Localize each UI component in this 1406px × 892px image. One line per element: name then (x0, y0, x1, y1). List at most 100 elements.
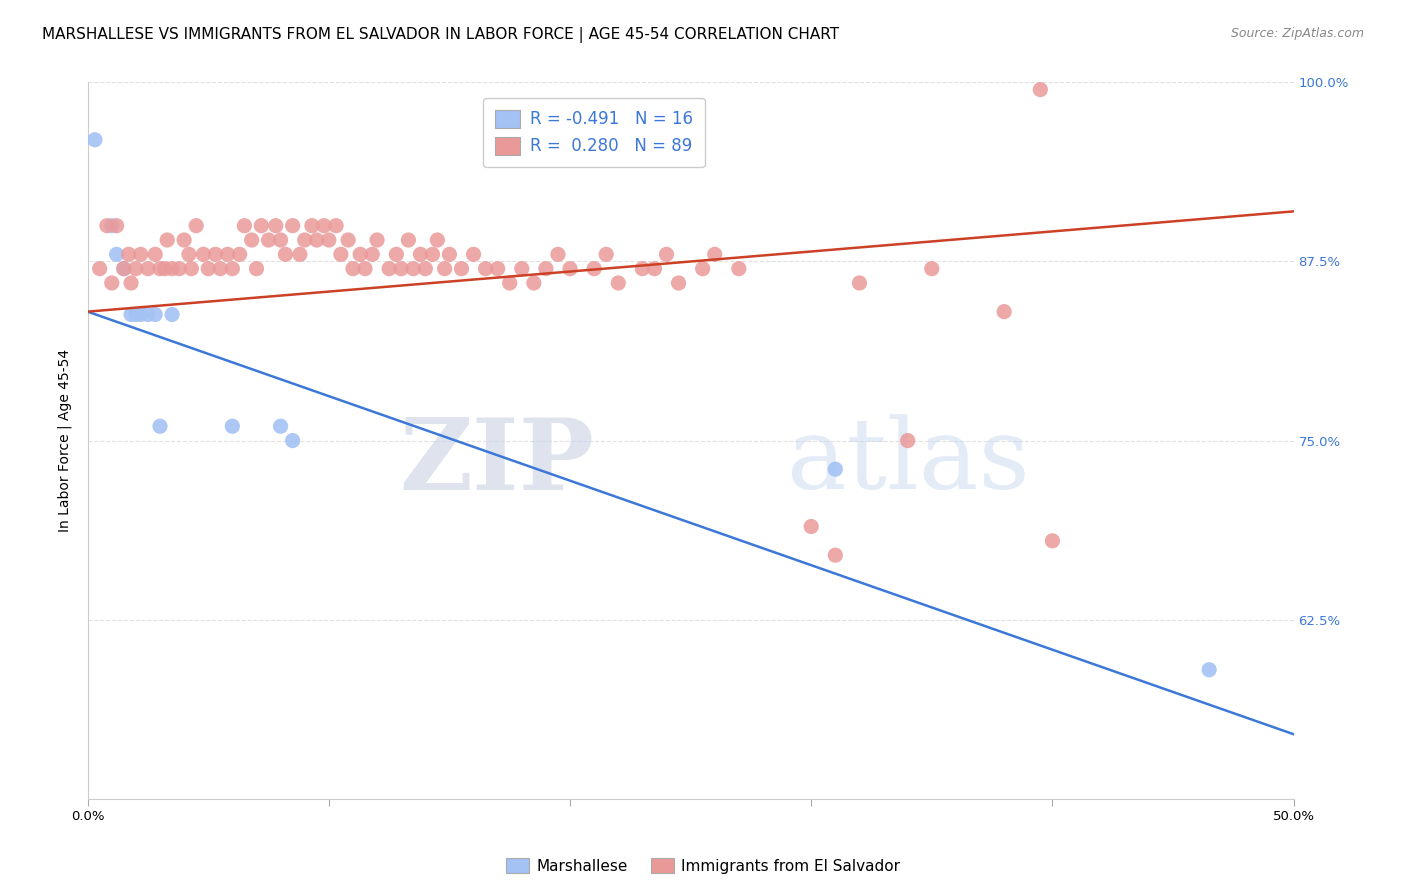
Point (245, 261, 267, 276)
Point (426, 233, 449, 247)
Point (129, 247, 152, 261)
Point (156, 233, 179, 247)
Point (474, 261, 496, 276)
Point (349, 247, 371, 261)
Point (547, 247, 569, 261)
Point (143, 308, 166, 322)
Point (96, 219, 118, 233)
Point (301, 219, 323, 233)
Point (89, 261, 111, 276)
Point (197, 261, 219, 276)
Point (240, 233, 263, 247)
Text: atlas: atlas (787, 414, 1029, 510)
Point (153, 261, 176, 276)
Point (149, 261, 172, 276)
Point (264, 219, 287, 233)
Point (233, 219, 256, 233)
Point (523, 276, 546, 290)
Point (83, 133, 105, 147)
Point (217, 247, 239, 261)
Point (160, 261, 183, 276)
Point (100, 276, 122, 290)
Point (422, 247, 444, 261)
Point (337, 233, 360, 247)
Point (534, 261, 557, 276)
Point (270, 233, 292, 247)
Point (396, 233, 419, 247)
Point (655, 247, 678, 261)
Point (288, 247, 311, 261)
Point (510, 261, 533, 276)
Point (274, 247, 297, 261)
Point (125, 261, 148, 276)
Point (143, 247, 166, 261)
Y-axis label: In Labor Force | Age 45-54: In Labor Force | Age 45-54 (58, 349, 72, 533)
Point (692, 261, 714, 276)
Point (112, 261, 135, 276)
Point (463, 247, 485, 261)
Legend: R = -0.491   N = 16, R =  0.280   N = 89: R = -0.491 N = 16, R = 0.280 N = 89 (484, 98, 704, 167)
Point (595, 247, 617, 261)
Legend: Marshallese, Immigrants from El Salvador: Marshallese, Immigrants from El Salvador (499, 852, 907, 880)
Point (361, 247, 384, 261)
Point (221, 261, 243, 276)
Point (204, 247, 226, 261)
Point (173, 233, 195, 247)
Point (897, 434, 920, 448)
Point (1042, 533, 1064, 548)
Text: Source: ZipAtlas.com: Source: ZipAtlas.com (1230, 27, 1364, 40)
Point (186, 219, 208, 233)
Point (294, 233, 316, 247)
Point (583, 261, 606, 276)
Point (105, 219, 128, 233)
Point (318, 233, 340, 247)
Point (354, 261, 377, 276)
Point (136, 308, 159, 322)
Point (366, 233, 388, 247)
Point (125, 308, 148, 322)
Point (385, 247, 408, 261)
Point (281, 219, 304, 233)
Point (993, 304, 1015, 318)
Point (486, 261, 509, 276)
Point (120, 308, 142, 322)
Point (257, 233, 280, 247)
Point (177, 247, 200, 261)
Point (342, 261, 364, 276)
Point (100, 219, 122, 233)
Point (112, 261, 135, 276)
Point (105, 247, 128, 261)
Point (149, 419, 172, 434)
Point (1029, 82, 1052, 96)
Point (450, 261, 472, 276)
Point (631, 261, 654, 276)
Point (848, 276, 870, 290)
Point (160, 308, 183, 322)
Point (413, 261, 436, 276)
Point (136, 261, 159, 276)
Point (221, 419, 243, 434)
Point (378, 261, 401, 276)
Point (270, 419, 292, 434)
Text: ZIP: ZIP (399, 414, 595, 510)
Point (921, 261, 943, 276)
Point (728, 261, 751, 276)
Point (409, 247, 432, 261)
Point (558, 261, 581, 276)
Point (312, 219, 335, 233)
Point (120, 276, 142, 290)
Point (703, 247, 725, 261)
Point (305, 233, 328, 247)
Point (329, 247, 352, 261)
Point (193, 247, 215, 261)
Point (118, 247, 141, 261)
Point (129, 308, 152, 322)
Point (643, 261, 665, 276)
Point (180, 261, 202, 276)
Point (668, 276, 690, 290)
Point (209, 261, 232, 276)
Point (228, 247, 250, 261)
Point (607, 276, 630, 290)
Point (250, 219, 273, 233)
Point (389, 261, 412, 276)
